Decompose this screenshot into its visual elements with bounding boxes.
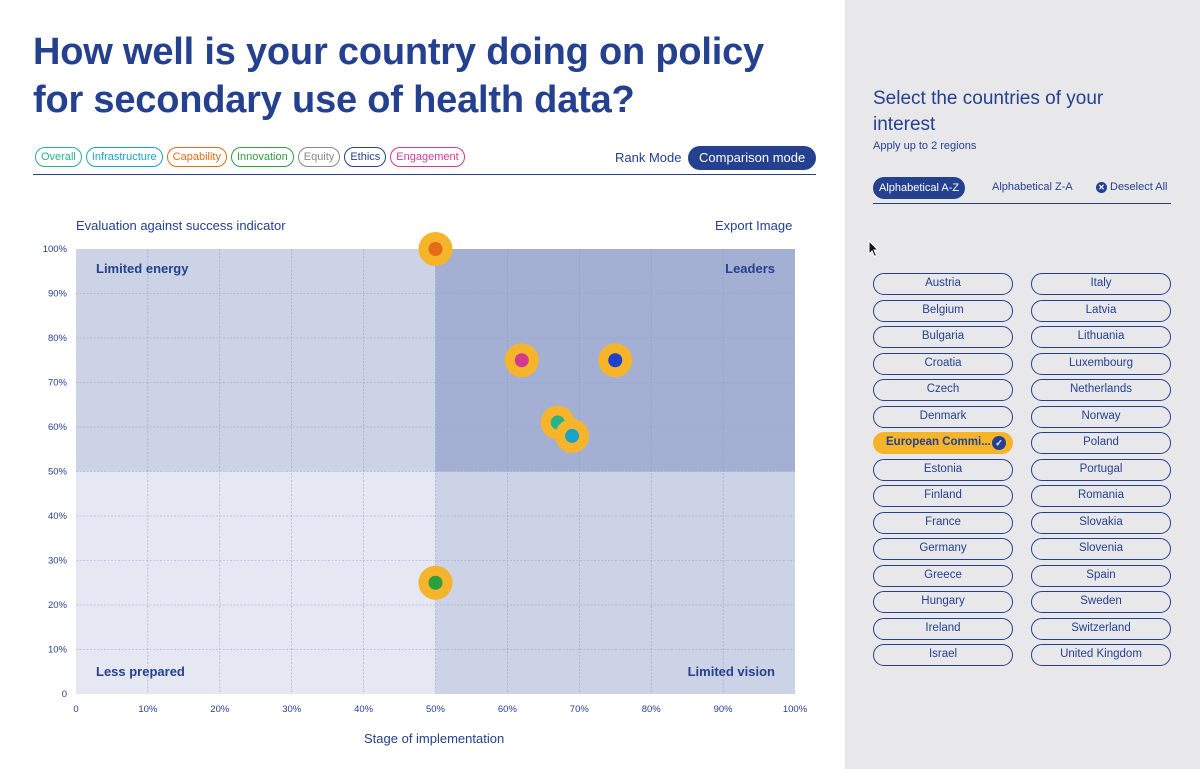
data-point: [565, 428, 580, 443]
country-list-right: Italy Latvia Lithuania Luxembourg Netherland…: [1031, 273, 1171, 666]
data-point: [514, 353, 529, 368]
quadrant-bottom-right: [435, 471, 795, 694]
country-button[interactable]: Croatia: [873, 352, 1013, 375]
rank-mode-button[interactable]: Rank Mode: [615, 150, 682, 165]
country-button[interactable]: Italy: [1031, 273, 1171, 295]
x-tick-label: 40%: [354, 704, 374, 715]
sidebar-title: Select the countries of your interest: [873, 88, 1104, 135]
country-button[interactable]: Israel: [873, 644, 1013, 666]
country-label: European Commi...: [886, 436, 991, 448]
y-tick-label: 30%: [48, 556, 68, 567]
x-tick-label: 90%: [714, 704, 734, 715]
country-button[interactable]: Luxembourg: [1031, 352, 1171, 375]
quadrant-top-left: [76, 249, 436, 472]
mouse-cursor-icon: [868, 240, 880, 258]
sort-az-button[interactable]: Alphabetical A-Z: [873, 177, 966, 199]
country-button[interactable]: Estonia: [873, 458, 1013, 481]
data-point: [608, 353, 623, 368]
y-tick-label: 50%: [48, 467, 68, 478]
deselect-all-button[interactable]: ✕ Deselect All: [1096, 181, 1167, 193]
filter-ethics[interactable]: Ethics: [344, 147, 387, 167]
country-button[interactable]: Spain: [1031, 564, 1171, 587]
country-button[interactable]: Lithuania: [1031, 326, 1171, 348]
country-button[interactable]: Latvia: [1031, 299, 1171, 322]
filter-overall[interactable]: Overall: [35, 147, 82, 167]
country-button[interactable]: Ireland: [873, 617, 1013, 640]
country-button[interactable]: Belgium: [873, 299, 1013, 322]
country-button[interactable]: Netherlands: [1031, 379, 1171, 401]
sidebar-subtitle: Apply up to 2 regions: [873, 140, 977, 152]
y-tick-label: 100%: [43, 244, 68, 255]
check-icon: ✓: [992, 436, 1006, 450]
x-tick-label: 50%: [426, 704, 446, 715]
country-button[interactable]: Czech: [873, 379, 1013, 401]
deselect-all-label: Deselect All: [1110, 181, 1168, 193]
country-button[interactable]: Norway: [1031, 405, 1171, 428]
country-button[interactable]: Poland: [1031, 432, 1171, 454]
country-button[interactable]: United Kingdom: [1031, 644, 1171, 666]
x-tick-label: 20%: [210, 704, 230, 715]
y-tick-label: 20%: [48, 600, 68, 611]
x-tick-label: 30%: [282, 704, 302, 715]
country-button[interactable]: Slovakia: [1031, 511, 1171, 534]
filter-equity[interactable]: Equity: [297, 147, 341, 167]
x-tick-label: 70%: [570, 704, 590, 715]
x-tick-label: 60%: [498, 704, 518, 715]
export-image-button[interactable]: Export Image: [715, 218, 793, 233]
country-button[interactable]: Portugal: [1031, 458, 1171, 481]
country-button[interactable]: Switzerland: [1031, 617, 1171, 640]
y-tick-label: 60%: [48, 422, 68, 433]
y-tick-label: 40%: [48, 511, 68, 522]
quadrant-bottom-left: [76, 471, 436, 694]
country-button[interactable]: Germany: [873, 538, 1013, 560]
quadrant-label-limited-vision: Limited vision: [688, 664, 775, 679]
country-list-left: Austria Belgium Bulgaria Croatia Czech Denmar…: [873, 273, 1013, 666]
country-button[interactable]: Bulgaria: [873, 326, 1013, 348]
x-tick-label: 10%: [138, 704, 158, 715]
country-button[interactable]: Denmark: [873, 405, 1013, 428]
quadrant-label-less-prepared: Less prepared: [96, 664, 185, 679]
quadrant-label-leaders: Leaders: [725, 261, 775, 276]
chart-subtitle: Evaluation against success indicator: [76, 218, 286, 233]
y-tick-label: 0: [62, 689, 67, 700]
country-button[interactable]: Slovenia: [1031, 538, 1171, 560]
country-button[interactable]: France: [873, 511, 1013, 534]
x-tick-label: 80%: [642, 704, 662, 715]
y-tick-label: 10%: [48, 645, 68, 656]
y-tick-label: 70%: [48, 378, 68, 389]
filter-infrastructure[interactable]: Infrastructure: [85, 147, 163, 167]
scatter-chart: 0 10% 20% 30% 40% 50% 60% 70% 80% 90% 100% 0 10% 20% 3…: [43, 232, 808, 715]
country-button[interactable]: Finland: [873, 485, 1013, 507]
sort-za-button[interactable]: Alphabetical Z-A: [992, 181, 1073, 193]
country-button[interactable]: Hungary: [873, 591, 1013, 613]
quadrant-label-limited-energy: Limited energy: [96, 261, 189, 276]
data-point: [428, 242, 443, 256]
country-button[interactable]: Romania: [1031, 485, 1171, 507]
y-tick-label: 80%: [48, 333, 68, 344]
filter-innovation[interactable]: Innovation: [230, 147, 294, 167]
filter-engagement[interactable]: Engagement: [390, 147, 465, 167]
x-tick-label: 0: [73, 704, 78, 715]
country-button[interactable]: European Commi... ✓: [873, 432, 1013, 454]
comparison-mode-button[interactable]: Comparison mode: [688, 146, 817, 170]
country-button[interactable]: Austria: [873, 273, 1013, 295]
category-filters: Overall Infrastructure Capability Innovatio…: [35, 147, 465, 167]
filter-capability[interactable]: Capability: [166, 147, 227, 167]
x-axis-label: Stage of implementation: [364, 731, 505, 746]
sidebar-divider: [873, 203, 1171, 204]
header-divider: [33, 174, 816, 175]
main-panel: How well is your country doing on policy…: [33, 31, 817, 746]
country-button[interactable]: Sweden: [1031, 591, 1171, 613]
data-point: [428, 575, 443, 590]
y-tick-label: 90%: [48, 289, 68, 300]
close-icon: ✕: [1096, 181, 1107, 193]
country-button[interactable]: Greece: [873, 564, 1013, 587]
page-title: How well is your country doing on policy…: [33, 31, 764, 121]
x-tick-label: 100%: [783, 704, 808, 715]
